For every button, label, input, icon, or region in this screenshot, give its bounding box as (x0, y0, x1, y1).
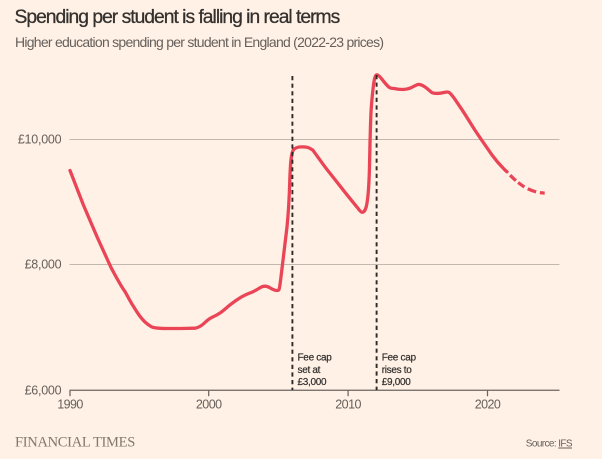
svg-text:£6,000: £6,000 (25, 383, 62, 397)
svg-text:£8,000: £8,000 (25, 258, 62, 272)
svg-text:Spending per student is fallin: Spending per student is falling in real … (15, 7, 340, 28)
svg-text:1990: 1990 (57, 398, 83, 412)
svg-text:2010: 2010 (335, 398, 361, 412)
svg-text:Fee cap: Fee cap (298, 352, 333, 363)
svg-text:FINANCIAL TIMES: FINANCIAL TIMES (15, 435, 135, 451)
svg-text:2020: 2020 (475, 398, 501, 412)
svg-text:Fee cap: Fee cap (382, 352, 417, 363)
svg-text:£3,000: £3,000 (298, 377, 328, 388)
svg-text:Higher education spending per: Higher education spending per student in… (15, 34, 383, 50)
svg-text:rises to: rises to (382, 365, 413, 376)
svg-text:2000: 2000 (196, 398, 222, 412)
svg-text:set at: set at (298, 365, 321, 376)
svg-text:£9,000: £9,000 (382, 377, 412, 388)
svg-text:£10,000: £10,000 (18, 133, 62, 147)
svg-text:Source: IFS: Source: IFS (526, 439, 573, 450)
